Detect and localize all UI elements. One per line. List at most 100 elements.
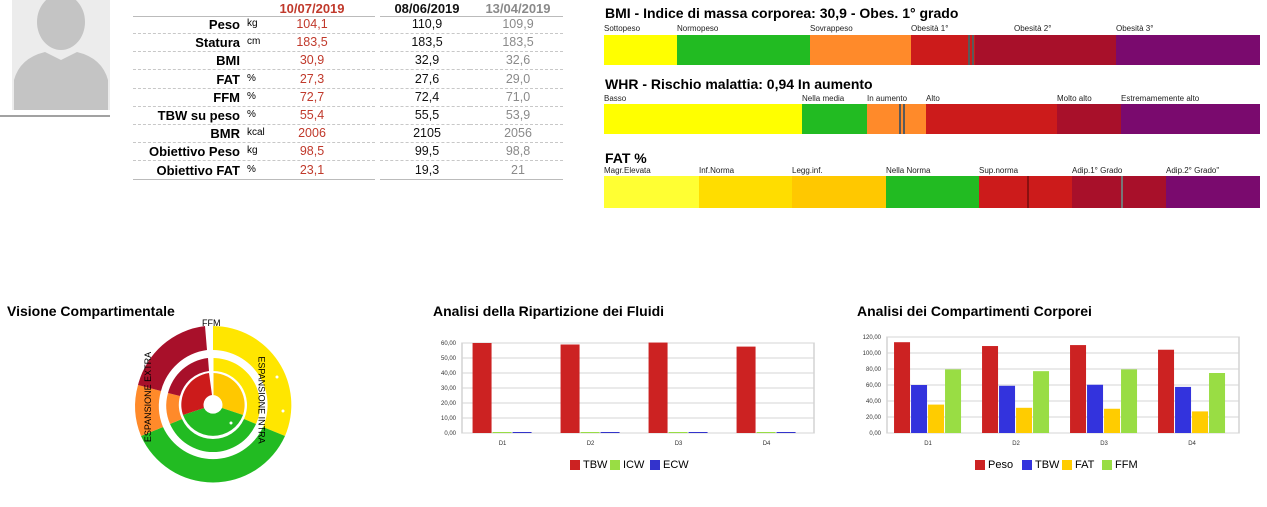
row-divider	[133, 87, 375, 89]
bar-fat	[1104, 408, 1121, 433]
measure-label: Obiettivo FAT	[156, 162, 240, 178]
measure-label: FAT	[216, 71, 240, 87]
measure-value: 27,3	[299, 71, 325, 86]
y-tick-label: 30,00	[441, 386, 457, 392]
legend-label: FFM	[1115, 459, 1138, 471]
row-divider	[133, 142, 375, 144]
index-category-label: Obesità 1°	[911, 24, 949, 33]
measure-value: 23,1	[299, 162, 325, 177]
row-divider	[470, 178, 563, 180]
compartments-chart-legend: Peso TBW FAT FFM	[975, 459, 1175, 473]
legend-item-icw: ICW	[610, 459, 644, 471]
compartments-chart: 0,00 20,00 40,00 60,00 80,00 100,00 120,00 D1 D2…	[863, 335, 1240, 445]
y-tick-label: 40,00	[866, 399, 882, 405]
bar-tbw	[1175, 386, 1192, 433]
measure-value: 98,5	[299, 144, 325, 159]
index-category-label: In aumento	[867, 94, 908, 103]
row-divider	[470, 124, 563, 125]
row-divider	[380, 160, 470, 162]
index-category-label: Obesità 3°	[1116, 24, 1154, 33]
index-category-label: Sup.norma	[979, 166, 1019, 175]
measure-unit: %	[247, 109, 256, 120]
index-segment	[1121, 104, 1260, 134]
row-divider	[133, 105, 375, 107]
measure-label: BMR	[210, 126, 240, 142]
row-divider	[380, 51, 470, 53]
index-category-label: Legg.inf.	[792, 166, 823, 175]
date-header-1: 10/07/2019	[279, 1, 345, 16]
legend-item-peso: Peso	[975, 459, 1013, 471]
measure-value: 32,9	[414, 53, 440, 68]
legend-swatch	[650, 460, 660, 470]
legend-label: ICW	[623, 459, 645, 471]
row-divider	[380, 33, 470, 34]
measure-value: 29,0	[505, 71, 531, 86]
index-marker	[1027, 176, 1029, 208]
fluids-chart-legend: TBW ICW ECW	[570, 459, 730, 473]
legend-label: TBW	[1035, 459, 1060, 471]
measure-value: 183,5	[411, 35, 443, 50]
bar-tbw	[736, 346, 756, 433]
index-category-label: Adip.1° Grado	[1072, 166, 1123, 175]
bar-ffm	[1121, 369, 1138, 433]
measure-value: 99,5	[414, 144, 440, 159]
compartment-view-title: Visione Compartimentale	[7, 303, 175, 319]
x-tick-label: D4	[1188, 441, 1196, 445]
row-divider	[133, 69, 375, 71]
index-category-label: Alto	[926, 94, 940, 103]
row-divider	[470, 33, 563, 34]
index-category-label: Adip.2° Grado"	[1166, 166, 1220, 175]
legend-swatch	[1102, 460, 1112, 470]
ffm-label: FFM	[202, 318, 221, 328]
bar-fat	[1016, 407, 1033, 433]
legend-item-ffm: FFM	[1102, 459, 1138, 471]
legend-label: TBW	[583, 459, 608, 471]
legend-swatch	[1062, 460, 1072, 470]
measure-unit: kcal	[247, 127, 265, 139]
date-header-3: 13/04/2019	[485, 1, 551, 16]
row-divider	[470, 51, 563, 53]
index-segment	[699, 176, 792, 208]
measure-unit: kg	[247, 18, 258, 29]
y-tick-label: 60,00	[866, 383, 882, 389]
bar-tbw	[560, 344, 580, 433]
legend-item-ecw: ECW	[650, 459, 689, 471]
legend-label: FAT	[1075, 459, 1095, 471]
bar-tbw	[648, 342, 668, 433]
index-marker	[1121, 176, 1123, 208]
header-divider	[470, 16, 563, 17]
bar-peso	[982, 346, 999, 433]
measure-unit: kg	[247, 145, 258, 157]
measure-value: 2056	[504, 126, 532, 141]
index-segment	[792, 176, 886, 208]
row-divider	[470, 87, 563, 89]
index-category-label: Sottopeso	[604, 24, 641, 33]
compartment-donut	[120, 318, 310, 493]
index-segment	[604, 176, 699, 208]
index-category-label: Magr.Elevata	[604, 166, 651, 175]
x-tick-label: D2	[1012, 441, 1020, 445]
index-category-label: Obesità 2°	[1014, 24, 1052, 33]
index-segment	[677, 35, 810, 65]
header-divider	[133, 16, 375, 17]
legend-item-tbw: TBW	[570, 459, 607, 471]
measure-value: 55,5	[414, 108, 440, 122]
row-divider	[470, 69, 563, 71]
row-divider	[380, 69, 470, 71]
row-divider	[133, 124, 375, 125]
index-category-label: Normopeso	[677, 24, 719, 33]
measure-unit: %	[247, 163, 256, 175]
x-tick-label: D3	[1100, 441, 1108, 445]
index-segment	[979, 176, 1072, 208]
measure-value: 183,5	[502, 35, 534, 50]
y-tick-label: 120,00	[863, 335, 882, 341]
intra-expansion-label: ESPANSIONE INTRA	[256, 356, 267, 444]
measure-value: 72,7	[299, 89, 325, 104]
bar-peso	[1070, 345, 1087, 433]
bar-peso	[894, 342, 911, 433]
measure-value: 27,6	[414, 71, 440, 86]
measure-value: 55,4	[299, 108, 325, 122]
bar-peso	[1158, 349, 1175, 433]
y-tick-label: 50,00	[441, 356, 457, 362]
measure-value: 109,9	[502, 17, 534, 31]
